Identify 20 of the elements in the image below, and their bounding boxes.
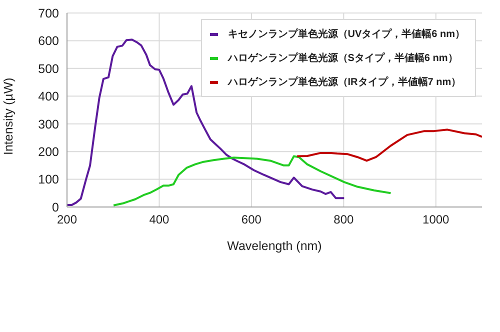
y-tick-label: 500 [38, 62, 60, 76]
x-tick-label: 200 [56, 212, 78, 227]
y-tick-label: 200 [38, 145, 60, 160]
x-tick-label: 400 [149, 212, 170, 227]
x-axis-title: Wavelength (nm) [227, 239, 322, 253]
y-tick-label: 300 [38, 117, 60, 132]
y-tick-label: 400 [38, 90, 60, 104]
line-series [296, 128, 482, 162]
legend-label: ハロゲンランプ単色光源（Sタイプ，半値幅6 nm） [228, 51, 458, 65]
x-tick-label: 1000 [422, 212, 450, 227]
y-tick-label: 700 [38, 6, 60, 20]
y-tick-label: 100 [38, 172, 60, 187]
x-tick-label: 800 [334, 212, 354, 227]
legend-label: ハロゲンランプ単色光源（IRタイプ，半値幅7 nm） [228, 75, 462, 89]
y-axis-title: Intensity (µW) [1, 78, 16, 155]
x-tick-label: 600 [241, 212, 262, 227]
y-tick-label: 0 [52, 200, 60, 214]
legend-label: キセノンランプ単色光源（UVタイプ，半値幅6 nm） [228, 27, 465, 41]
y-tick-label: 600 [38, 34, 60, 48]
line-series [112, 155, 392, 206]
